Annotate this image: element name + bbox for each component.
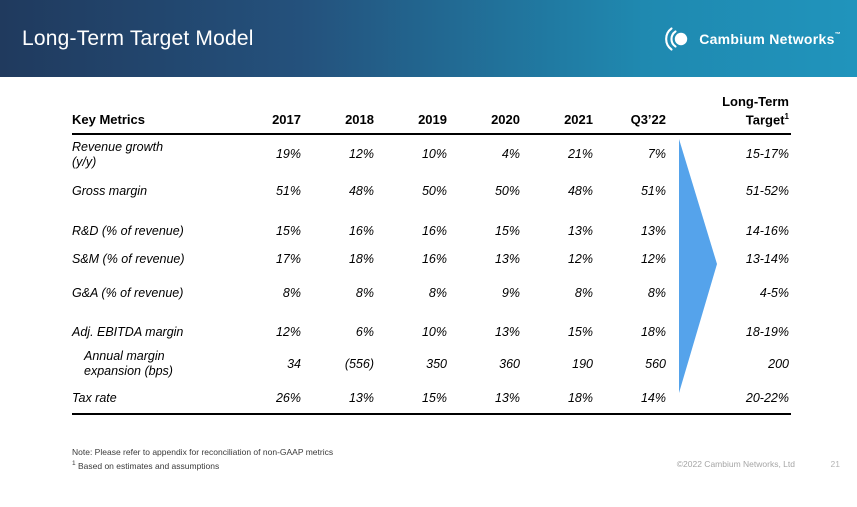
value-cell: 13% xyxy=(567,223,593,238)
value-cell: 12% xyxy=(275,324,301,339)
value-cell: 10% xyxy=(421,147,447,162)
value-cell: 15% xyxy=(275,223,301,238)
value-cell: 6% xyxy=(355,324,374,339)
value-cell: 13% xyxy=(494,324,520,339)
value-cell: 200 xyxy=(768,356,789,371)
value-cell: 50% xyxy=(421,183,447,198)
value-cell: 16% xyxy=(421,223,447,238)
footnotes: Note: Please refer to appendix for recon… xyxy=(72,446,333,472)
value-cell: 13-14% xyxy=(745,251,789,266)
value-cell: 9% xyxy=(501,285,520,300)
table-header-row: Key Metrics 2017 2018 2019 2020 2021 Q3’… xyxy=(72,94,791,136)
value-cell: 13% xyxy=(315,384,388,416)
column-header-2021: 2021 xyxy=(534,94,607,136)
column-header-key-metrics: Key Metrics xyxy=(72,94,242,136)
column-header-q3-22: Q3’22 xyxy=(607,94,680,136)
value-cell: 7% xyxy=(647,147,666,162)
page-title: Long-Term Target Model xyxy=(22,26,254,50)
page-number: 21 xyxy=(830,459,840,469)
value-cell: 26% xyxy=(242,384,315,416)
value-cell: 8% xyxy=(355,285,374,300)
value-cell: 50% xyxy=(494,183,520,198)
table-row: Annual margin expansion (bps) 34 (556) 350 3… xyxy=(72,344,791,384)
header-banner: Long-Term Target Model Cambium Networks™ xyxy=(0,0,857,77)
metric-cell: Revenue growth (y/y) xyxy=(72,139,164,169)
metric-cell: R&D (% of revenue) xyxy=(72,223,184,238)
value-cell: 8% xyxy=(282,285,301,300)
value-cell: 15-17% xyxy=(745,147,789,162)
value-cell: 8% xyxy=(428,285,447,300)
copyright-text: ©2022 Cambium Networks, Ltd xyxy=(676,459,795,469)
value-cell: 4-5% xyxy=(759,285,789,300)
value-cell: 21% xyxy=(567,147,593,162)
value-cell: 560 xyxy=(645,356,666,371)
table-row: Adj. EBITDA margin 12% 6% 10% 13% 15% 18% 18-19… xyxy=(72,310,791,344)
metric-cell: Gross margin xyxy=(72,183,148,198)
value-cell: 34 xyxy=(287,356,301,371)
value-cell: 16% xyxy=(421,251,447,266)
value-cell: 12% xyxy=(640,251,666,266)
table-row: Revenue growth (y/y) 19% 12% 10% 4% 21% 7% 15-1… xyxy=(72,134,791,174)
metric-cell: G&A (% of revenue) xyxy=(72,285,184,300)
value-cell: 18-19% xyxy=(745,324,789,339)
value-cell: 13% xyxy=(494,251,520,266)
table-row: S&M (% of revenue) 17% 18% 16% 13% 12% 12% 13-1… xyxy=(72,242,791,276)
value-cell: 10% xyxy=(421,324,447,339)
table-row: G&A (% of revenue) 8% 8% 8% 9% 8% 8% 4-5% xyxy=(72,276,791,310)
value-cell: 4% xyxy=(501,147,520,162)
metrics-table-body: Revenue growth (y/y) 19% 12% 10% 4% 21% 7% 15-1… xyxy=(72,134,791,416)
metrics-table: Key Metrics 2017 2018 2019 2020 2021 Q3’… xyxy=(72,94,791,416)
cambium-logo-icon xyxy=(663,25,691,53)
value-cell: 190 xyxy=(572,356,593,371)
metric-cell: S&M (% of revenue) xyxy=(72,251,185,266)
value-cell: 51% xyxy=(275,183,301,198)
column-header-2017: 2017 xyxy=(242,94,315,136)
cambium-logo-text: Cambium Networks™ xyxy=(699,30,841,47)
value-cell: 18% xyxy=(534,384,607,416)
value-cell: 19% xyxy=(275,147,301,162)
metric-cell: Adj. EBITDA margin xyxy=(72,324,184,339)
column-header-long-term-target: Long-Term Target1 xyxy=(680,94,791,136)
table-row: R&D (% of revenue) 15% 16% 16% 15% 13% 13% 14-1… xyxy=(72,208,791,242)
value-cell: 8% xyxy=(574,285,593,300)
value-cell: 16% xyxy=(348,223,374,238)
column-header-2019: 2019 xyxy=(388,94,461,136)
value-cell: 51-52% xyxy=(745,183,789,198)
value-cell: 14% xyxy=(607,384,680,416)
value-cell: 8% xyxy=(647,285,666,300)
value-cell: 350 xyxy=(426,356,447,371)
cambium-networks-logo: Cambium Networks™ xyxy=(663,25,857,53)
target-arrow-icon xyxy=(679,139,717,393)
value-cell: 15% xyxy=(567,324,593,339)
footnote-estimates: 1 Based on estimates and assumptions xyxy=(72,460,220,471)
table-row: Tax rate 26% 13% 15% 13% 18% 14% 20-22% xyxy=(72,384,791,416)
trademark-symbol: ™ xyxy=(834,31,841,38)
value-cell: 17% xyxy=(275,251,301,266)
value-cell: 48% xyxy=(348,183,374,198)
value-cell: 12% xyxy=(348,147,374,162)
value-cell: 48% xyxy=(567,183,593,198)
value-cell: (556) xyxy=(344,356,374,371)
value-cell: 12% xyxy=(567,251,593,266)
value-cell: 18% xyxy=(640,324,666,339)
value-cell: 13% xyxy=(640,223,666,238)
value-cell: 13% xyxy=(461,384,534,416)
footnote-non-gaap: Note: Please refer to appendix for recon… xyxy=(72,447,334,457)
column-header-2020: 2020 xyxy=(461,94,534,136)
value-cell: 360 xyxy=(499,356,520,371)
value-cell: 20-22% xyxy=(680,384,791,416)
value-cell: 14-16% xyxy=(745,223,789,238)
column-header-2018: 2018 xyxy=(315,94,388,136)
metric-cell: Tax rate xyxy=(72,384,242,416)
value-cell: 15% xyxy=(494,223,520,238)
metric-cell: Annual margin expansion (bps) xyxy=(84,349,173,379)
table-row: Gross margin 51% 48% 50% 50% 48% 51% 51-52% xyxy=(72,174,791,208)
value-cell: 15% xyxy=(388,384,461,416)
value-cell: 51% xyxy=(640,183,666,198)
value-cell: 18% xyxy=(348,251,374,266)
